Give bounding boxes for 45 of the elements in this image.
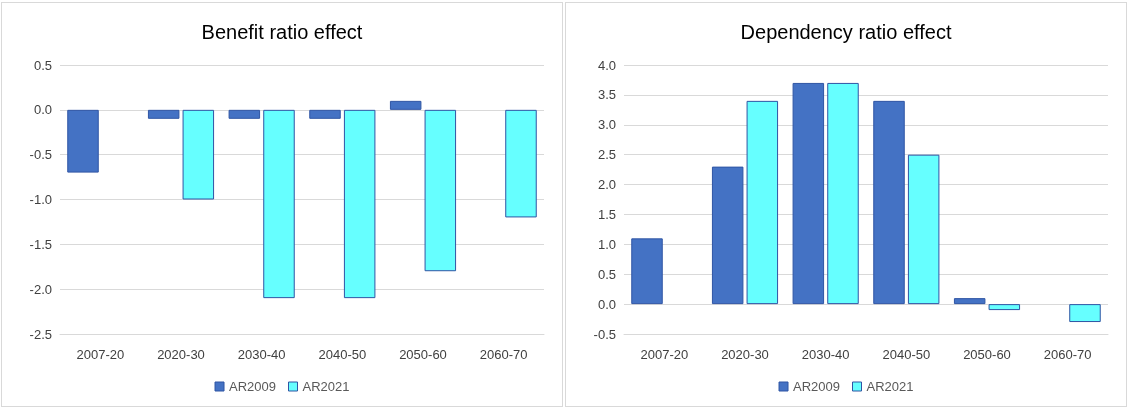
x-tick-label: 2040-50: [882, 347, 931, 362]
y-tick-label: 2.0: [597, 177, 616, 193]
x-tick-label: 2050-60: [963, 347, 1011, 362]
bar: [907, 154, 940, 305]
x-tick-label: 2007-20: [640, 347, 689, 362]
y-tick-label: 1.5: [597, 206, 616, 222]
chart-title: Dependency ratio effect: [740, 21, 952, 43]
bar: [827, 82, 859, 305]
y-tick-label: 0.0: [33, 102, 52, 118]
legend-label: AR2021: [866, 379, 914, 394]
y-tick-label: 2.5: [597, 147, 616, 163]
y-tick-label: 3.0: [597, 117, 616, 133]
x-tick-label: 2020-30: [721, 347, 769, 362]
y-tick-label: -1.5: [29, 236, 52, 252]
bar: [792, 82, 825, 305]
bar: [631, 238, 663, 305]
y-tick-label: 0.5: [33, 57, 52, 73]
y-tick-label: 3.5: [597, 87, 616, 103]
x-tick-label: 2060-70: [479, 347, 528, 362]
legend-label: AR2009: [793, 379, 841, 394]
x-tick-label: 2007-20: [76, 347, 125, 362]
y-tick-label: 4.0: [597, 57, 616, 73]
y-tick-label: -0.5: [29, 147, 52, 163]
bar: [988, 304, 1021, 311]
legend-label: AR2021: [302, 379, 350, 394]
x-tick-label: 2020-30: [157, 347, 205, 362]
y-tick-label: 1.0: [597, 236, 616, 252]
bar: [953, 298, 986, 305]
bar: [1069, 304, 1101, 323]
y-tick-label: -0.5: [593, 326, 616, 342]
bar: [746, 100, 779, 305]
y-tick-label: 0.5: [597, 266, 616, 282]
x-tick-label: 2050-60: [399, 347, 447, 362]
legend-label: AR2009: [229, 379, 277, 394]
y-tick-label: -1.0: [29, 192, 52, 207]
y-tick-label: -2.0: [29, 281, 52, 297]
bar: [873, 100, 905, 305]
x-tick-label: 2040-50: [318, 347, 367, 362]
y-tick-label: 0.0: [597, 296, 616, 312]
chart-title: Benefit ratio effect: [201, 21, 363, 43]
x-tick-label: 2030-40: [801, 347, 850, 362]
y-tick-label: -2.5: [29, 326, 52, 342]
bar: [711, 166, 744, 305]
x-tick-label: 2030-40: [237, 347, 286, 362]
x-tick-label: 2060-70: [1043, 347, 1092, 362]
